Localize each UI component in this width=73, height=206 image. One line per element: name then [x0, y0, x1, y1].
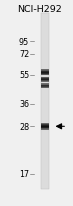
Text: 28: 28	[19, 122, 29, 131]
Bar	[41, 80, 49, 81]
Bar	[41, 88, 49, 89]
Bar	[41, 86, 49, 87]
Text: 17: 17	[19, 170, 29, 179]
Bar	[41, 125, 49, 126]
Bar	[41, 126, 49, 127]
Bar	[41, 14, 49, 190]
Bar	[41, 84, 49, 85]
Bar	[41, 86, 49, 87]
Bar	[41, 129, 49, 130]
Bar	[41, 84, 49, 85]
Bar	[41, 87, 49, 88]
Bar	[41, 123, 49, 124]
Bar	[41, 77, 49, 78]
Bar	[41, 126, 49, 127]
Bar	[41, 72, 49, 73]
Bar	[41, 74, 49, 75]
Bar	[41, 124, 49, 125]
Bar	[41, 128, 49, 129]
Bar	[41, 73, 49, 74]
Bar	[41, 78, 49, 79]
Text: 95: 95	[19, 38, 29, 47]
Text: NCI-H292: NCI-H292	[17, 5, 62, 14]
Text: 55: 55	[19, 71, 29, 80]
Bar	[41, 85, 49, 86]
Bar	[41, 71, 49, 72]
Bar	[41, 124, 49, 125]
Bar	[41, 81, 49, 82]
Text: 36: 36	[19, 99, 29, 109]
Bar	[41, 127, 49, 128]
Bar	[41, 72, 49, 73]
Text: 72: 72	[19, 50, 29, 59]
Bar	[41, 79, 49, 80]
Bar	[41, 70, 49, 71]
Bar	[41, 85, 49, 86]
Bar	[41, 75, 49, 76]
